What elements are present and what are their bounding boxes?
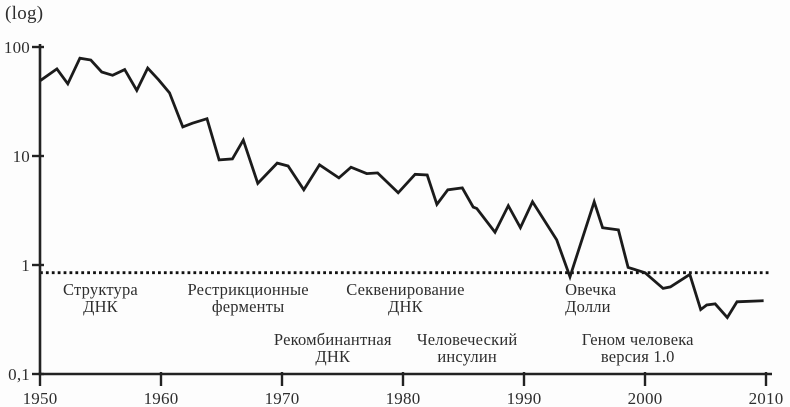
x-tick-label: 1960 (144, 389, 179, 407)
annotation-label: версия 1.0 (601, 347, 675, 366)
annotation-label: Структура (63, 280, 138, 299)
x-tick-label: 1970 (265, 389, 300, 407)
x-tick-label: 2010 (749, 389, 784, 407)
annotation-label: Рестрикционные (187, 280, 308, 299)
y-axis-unit-label: (log) (5, 3, 44, 24)
y-tick-label: 100 (4, 38, 30, 57)
y-tick-label: 10 (13, 147, 30, 166)
x-tick-label: 1990 (507, 389, 542, 407)
annotation-label: Рекомбинантная (274, 330, 392, 349)
annotation-label: Человеческий (417, 330, 518, 349)
annotation-label: ферменты (212, 297, 285, 316)
y-tick-label: 1 (21, 256, 30, 275)
annotation-label: Долли (565, 297, 611, 316)
annotation-label: Геном человека (582, 330, 694, 349)
annotation-label: ДНК (83, 297, 119, 316)
annotation-label: Секвенирование (346, 280, 464, 299)
annotation-label: инсулин (437, 347, 497, 366)
x-tick-label: 1980 (386, 389, 421, 407)
y-tick-label: 0,1 (8, 365, 30, 384)
x-tick-label: 2000 (628, 389, 663, 407)
annotation-label: ДНК (388, 297, 424, 316)
annotation-label: Овечка (565, 280, 617, 299)
annotation-label: ДНК (315, 347, 351, 366)
x-tick-label: 1950 (23, 389, 58, 407)
data-line (39, 56, 764, 320)
